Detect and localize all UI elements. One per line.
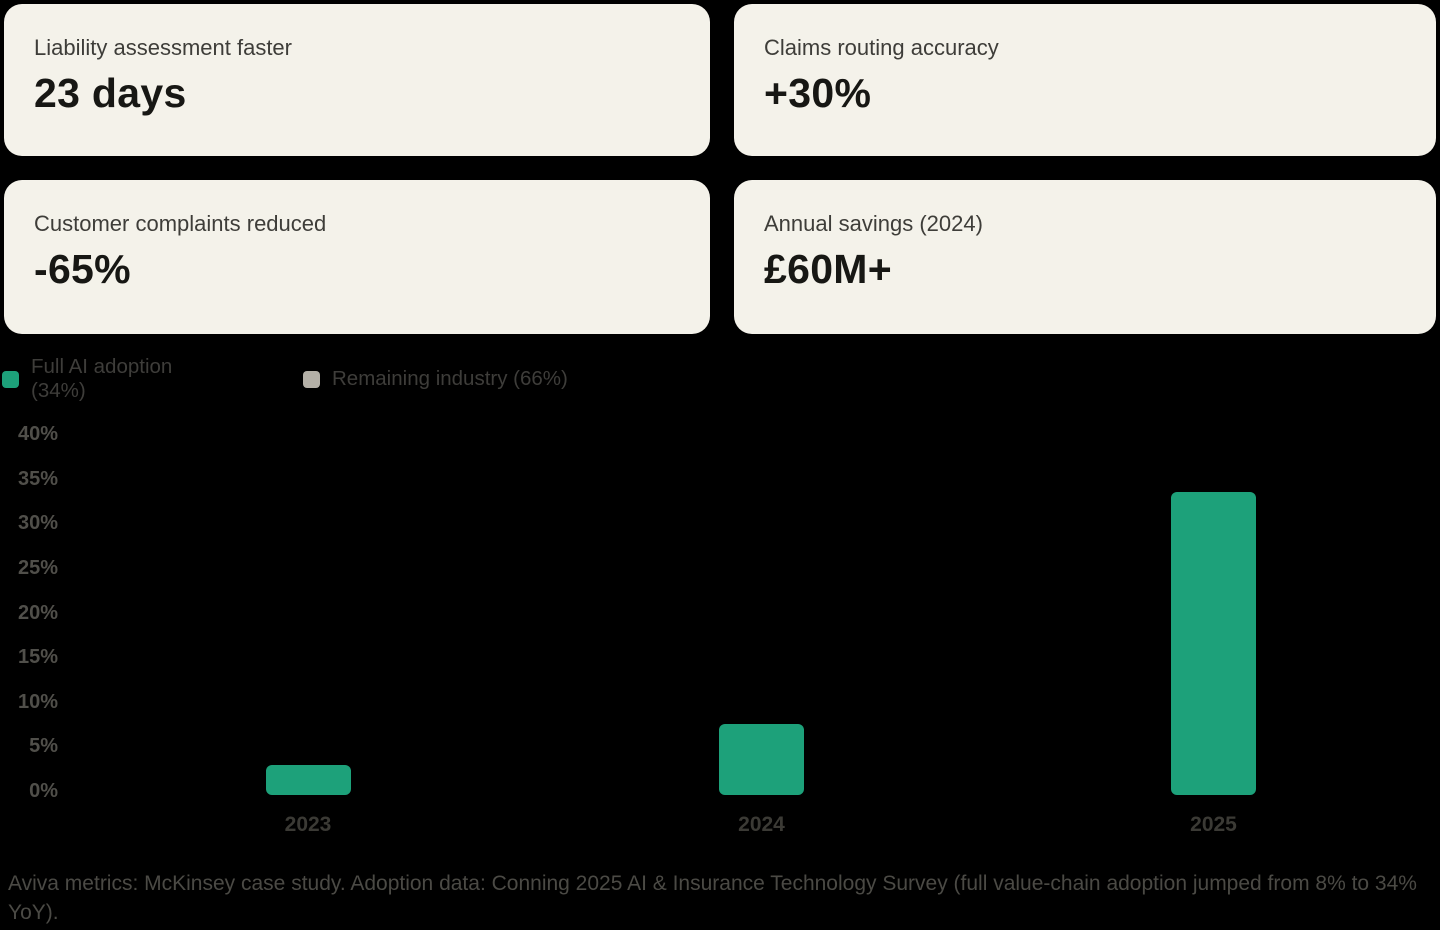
stat-card-value: -65% [34,246,131,292]
y-axis-tick: 30% [17,512,58,535]
legend-label: Full AI adoption (34%) [31,355,173,402]
stat-card-claims-routing: Claims routing accuracy +30% [734,4,1436,156]
stat-card-label: Customer complaints reduced [34,211,327,236]
legend-item-full-ai-adoption: Full AI adoption (34%) [2,355,193,403]
stat-card-label: Liability assessment faster [34,35,292,60]
y-axis-tick: 15% [17,646,58,669]
y-axis-tick: 5% [29,735,58,758]
y-axis-tick: 10% [17,690,58,713]
legend-swatch-gray [303,370,320,388]
stat-card-value: £60M+ [764,246,893,292]
x-axis-label-2025: 2025 [1190,813,1237,836]
x-axis-label-2024: 2024 [738,813,785,836]
stat-card-liability: Liability assessment faster 23 days [4,4,710,156]
stat-card-savings: Annual savings (2024) £60M+ [734,180,1436,334]
bar-2024 [719,724,804,795]
bar-2025 [1171,492,1256,795]
stat-cards: Liability assessment faster 23 days Clai… [4,4,1436,334]
legend-item-remaining-industry: Remaining industry (66%) [303,367,568,391]
stat-card-value: +30% [764,70,872,116]
x-axis-label-2023: 2023 [284,813,332,836]
stat-card-complaints: Customer complaints reduced -65% [4,180,710,334]
y-axis-tick: 40% [17,423,58,445]
y-axis-tick: 35% [17,467,58,490]
chart-legend: Full AI adoption (34%) Remaining industr… [2,355,568,403]
y-axis-tick: 20% [17,601,58,624]
y-axis-tick: 25% [17,556,58,579]
source-note: Aviva metrics: McKinsey case study. Adop… [8,872,1417,924]
stat-card-label: Claims routing accuracy [764,35,999,60]
y-axis-tick: 0% [29,780,58,802]
stat-card-value: 23 days [34,70,187,116]
legend-label: Remaining industry (66%) [332,367,568,390]
legend-swatch-green [2,370,19,388]
stat-card-label: Annual savings (2024) [764,211,983,236]
bar-2023 [265,765,351,795]
